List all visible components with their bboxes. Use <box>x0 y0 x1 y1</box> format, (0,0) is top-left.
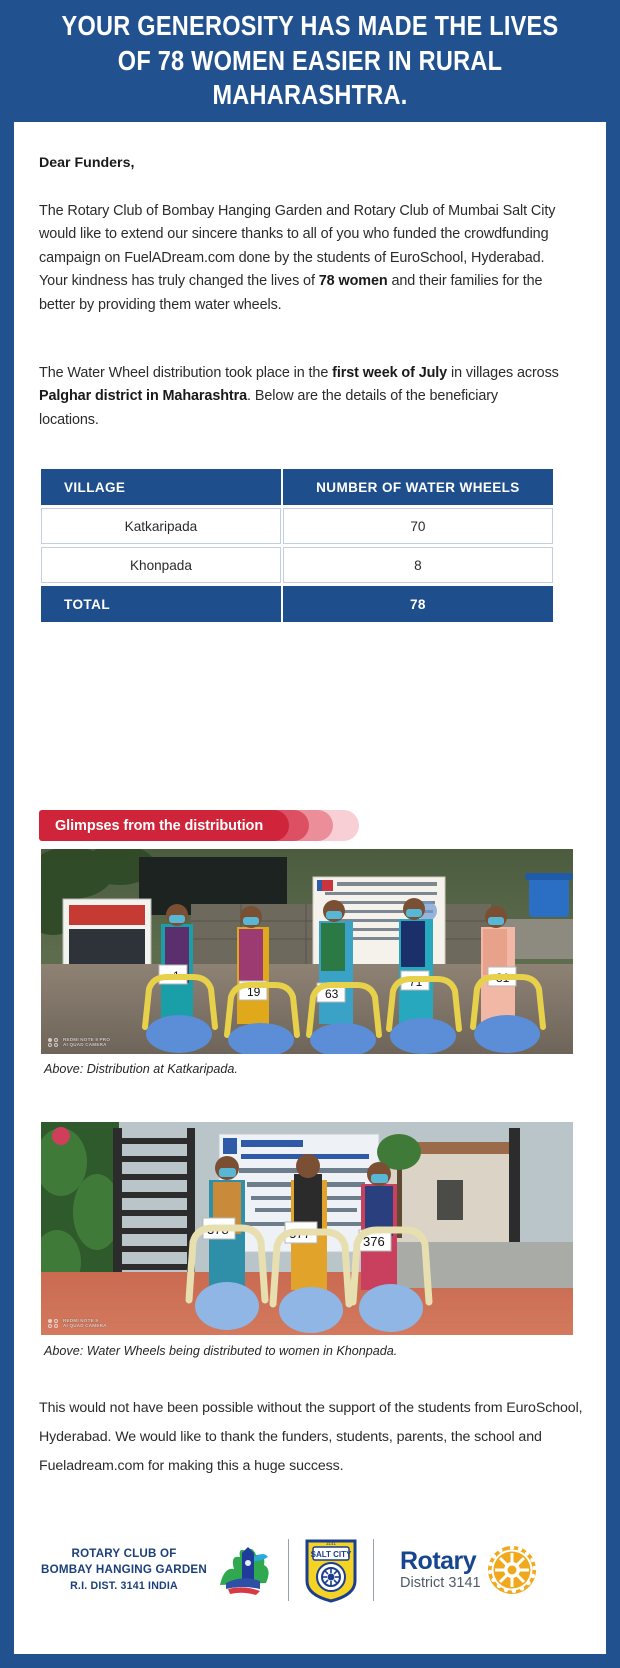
camera-watermark: REDMI NOTE 9 PRO AI QUAD CAMERA <box>48 1037 110 1048</box>
table-body: Katkaripada 70 Khonpada 8 TOTAL 78 <box>41 508 553 622</box>
watermark-dots-icon <box>48 1037 59 1047</box>
para1-part1: The Rotary Club of Bombay Hanging Garden… <box>39 203 556 290</box>
photo-caption-two: Above: Water Wheels being distributed to… <box>44 1344 398 1358</box>
rotary-word: Rotary <box>400 1547 477 1576</box>
cell-total-label: TOTAL <box>41 586 281 622</box>
rotary-wordmark: Rotary District 3141 <box>400 1549 481 1591</box>
footer-logos: ROTARY CLUB OF BOMBAY HANGING GARDEN R.I… <box>36 1522 584 1618</box>
table-head: VILLAGE NUMBER OF WATER WHEELS <box>41 469 553 505</box>
para2-part1: The Water Wheel distribution took place … <box>39 365 333 381</box>
rotary-club-bhg-text: ROTARY CLUB OF BOMBAY HANGING GARDEN R.I… <box>36 1546 212 1595</box>
photo-caption-one: Above: Distribution at Katkaripada. <box>44 1062 238 1076</box>
para1-highlight: 78 women <box>318 273 388 290</box>
column-header-count: NUMBER OF WATER WHEELS <box>282 469 553 505</box>
para2-highlight-place: Palghar district in Maharashtra <box>39 388 248 405</box>
bombay-hanging-garden-logo-icon <box>212 1539 274 1601</box>
para2-part3: . Below are the details of the beneficia… <box>39 388 499 428</box>
rotary-district-label: District 3141 <box>400 1575 481 1592</box>
watermark-line-2: AI QUAD CAMERA <box>63 1042 107 1048</box>
footer-divider <box>288 1539 289 1601</box>
watermark-text: REDMI NOTE 9 AI QUAD CAMERA <box>63 1318 107 1329</box>
paragraph-two: The Water Wheel distribution took place … <box>39 362 559 432</box>
photo-katkaripada-illustration: 1 19 <box>41 849 573 1054</box>
table-row: Katkaripada 70 <box>41 508 553 544</box>
section-ribbon: Glimpses from the distribution <box>39 810 369 841</box>
water-wheels-table: VILLAGE NUMBER OF WATER WHEELS Katkaripa… <box>39 466 555 625</box>
cell-count: 8 <box>282 547 553 583</box>
camera-watermark: REDMI NOTE 9 AI QUAD CAMERA <box>48 1318 107 1329</box>
club-line-1: ROTARY CLUB OF <box>71 1546 177 1560</box>
photo-khonpada-illustration: 378 377 376 <box>41 1122 573 1335</box>
salt-city-logo-icon: 3141 SALT CITY <box>303 1537 359 1603</box>
ribbon-label: Glimpses from the distribution <box>55 817 264 834</box>
footer-divider <box>373 1539 374 1601</box>
photo-khonpada: 378 377 376 <box>41 1122 573 1335</box>
table-row: Khonpada 8 <box>41 547 553 583</box>
watermark-line-2: AI QUAD CAMERA <box>63 1323 107 1329</box>
club-line-2: BOMBAY HANGING GARDEN <box>41 1563 207 1577</box>
table-total-row: TOTAL 78 <box>41 586 553 622</box>
cell-total-value: 78 <box>282 586 553 622</box>
rotary-district-logo: Rotary District 3141 <box>400 1545 537 1595</box>
salutation: Dear Funders, <box>39 155 135 171</box>
cell-village: Katkaripada <box>41 508 281 544</box>
header-banner: YOUR GENEROSITY HAS MADE THE LIVES OF 78… <box>0 0 620 122</box>
content-card: Dear Funders, The Rotary Club of Bombay … <box>14 122 606 1654</box>
para2-part2: in villages across <box>447 365 559 381</box>
svg-text:376: 376 <box>363 1234 385 1249</box>
svg-text:3141: 3141 <box>326 1541 337 1546</box>
paragraph-three: This would not have been possible withou… <box>39 1400 583 1475</box>
watermark-text: REDMI NOTE 9 PRO AI QUAD CAMERA <box>63 1037 110 1048</box>
cell-count: 70 <box>282 508 553 544</box>
watermark-line-1: REDMI NOTE 9 <box>63 1317 99 1323</box>
para1-part2: and their families for the better by pro… <box>39 273 543 313</box>
cell-village: Khonpada <box>41 547 281 583</box>
watermark-dots-icon <box>48 1318 59 1328</box>
paragraph-one: The Rotary Club of Bombay Hanging Garden… <box>39 200 567 317</box>
table-header-row: VILLAGE NUMBER OF WATER WHEELS <box>41 469 553 505</box>
page-title: YOUR GENEROSITY HAS MADE THE LIVES OF 78… <box>61 9 559 111</box>
column-header-village: VILLAGE <box>41 469 281 505</box>
svg-text:19: 19 <box>247 985 261 999</box>
para2-highlight-date: first week of July <box>332 365 448 381</box>
ribbon-main: Glimpses from the distribution <box>39 810 289 841</box>
watermark-line-1: REDMI NOTE 9 PRO <box>63 1036 111 1042</box>
svg-text:63: 63 <box>325 987 339 1001</box>
bottom-strip <box>0 1654 620 1668</box>
rotary-wheel-icon <box>487 1545 537 1595</box>
club-line-3: R.I. DIST. 3141 INDIA <box>70 1580 178 1593</box>
photo-katkaripada: 1 19 <box>41 849 573 1054</box>
svg-text:SALT CITY: SALT CITY <box>311 1550 352 1559</box>
